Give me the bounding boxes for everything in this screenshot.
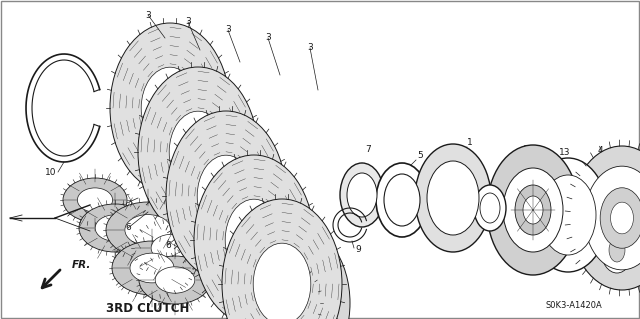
Text: 9: 9 — [355, 245, 361, 254]
Ellipse shape — [600, 188, 640, 248]
Text: 2: 2 — [105, 203, 111, 212]
Ellipse shape — [169, 111, 227, 193]
Ellipse shape — [523, 196, 543, 224]
Ellipse shape — [106, 202, 190, 258]
Ellipse shape — [584, 166, 640, 270]
Ellipse shape — [515, 185, 551, 235]
Ellipse shape — [487, 145, 579, 275]
Ellipse shape — [138, 67, 258, 237]
Text: 11: 11 — [628, 215, 640, 224]
Ellipse shape — [166, 111, 286, 281]
Text: 4: 4 — [597, 146, 603, 155]
Ellipse shape — [503, 168, 563, 252]
Text: 6: 6 — [125, 224, 131, 233]
Ellipse shape — [570, 146, 640, 290]
Ellipse shape — [240, 225, 350, 319]
Text: 3RD CLUTCH: 3RD CLUTCH — [106, 302, 189, 315]
Ellipse shape — [222, 199, 342, 319]
Text: 6: 6 — [285, 280, 291, 290]
Text: 6: 6 — [205, 254, 211, 263]
Ellipse shape — [128, 49, 238, 205]
Ellipse shape — [415, 144, 491, 252]
Ellipse shape — [384, 174, 420, 226]
Ellipse shape — [540, 175, 596, 255]
Ellipse shape — [112, 241, 192, 295]
Ellipse shape — [376, 163, 428, 237]
Ellipse shape — [225, 199, 283, 281]
Text: 10: 10 — [45, 168, 57, 177]
Ellipse shape — [184, 132, 239, 210]
Ellipse shape — [130, 253, 174, 283]
Text: 3: 3 — [185, 18, 191, 26]
Ellipse shape — [253, 243, 311, 319]
Text: 5: 5 — [417, 151, 423, 160]
Ellipse shape — [125, 215, 171, 245]
Text: 7: 7 — [365, 145, 371, 154]
Text: 3: 3 — [145, 11, 151, 19]
Ellipse shape — [156, 88, 211, 166]
Ellipse shape — [194, 155, 314, 319]
Text: S0K3-A1420A: S0K3-A1420A — [546, 301, 602, 310]
Ellipse shape — [427, 161, 479, 235]
Ellipse shape — [77, 188, 113, 212]
Text: 3: 3 — [225, 26, 231, 34]
Ellipse shape — [211, 176, 266, 254]
Ellipse shape — [139, 256, 211, 304]
Ellipse shape — [79, 204, 151, 252]
Ellipse shape — [212, 181, 322, 319]
Text: 3: 3 — [265, 33, 271, 42]
Ellipse shape — [268, 264, 323, 319]
Ellipse shape — [95, 215, 135, 241]
Text: 12: 12 — [496, 171, 508, 180]
Text: 8: 8 — [522, 145, 528, 154]
Ellipse shape — [347, 173, 377, 217]
Ellipse shape — [480, 193, 500, 223]
Ellipse shape — [474, 185, 506, 231]
Ellipse shape — [592, 214, 640, 286]
Ellipse shape — [611, 202, 634, 234]
Text: 13: 13 — [559, 148, 571, 157]
Ellipse shape — [197, 155, 255, 237]
Text: FR.: FR. — [72, 260, 92, 270]
Text: 6: 6 — [245, 268, 251, 277]
Ellipse shape — [340, 163, 384, 227]
Ellipse shape — [63, 178, 127, 222]
Ellipse shape — [110, 23, 230, 193]
Ellipse shape — [528, 158, 608, 272]
Ellipse shape — [601, 227, 633, 273]
Ellipse shape — [184, 137, 294, 293]
Ellipse shape — [134, 223, 210, 273]
Ellipse shape — [151, 234, 193, 262]
Ellipse shape — [155, 267, 195, 293]
Text: 6: 6 — [165, 241, 171, 249]
Ellipse shape — [609, 238, 625, 262]
Text: 1: 1 — [467, 138, 473, 147]
Text: 3: 3 — [307, 43, 313, 53]
Ellipse shape — [141, 67, 199, 149]
Ellipse shape — [239, 220, 294, 298]
Ellipse shape — [156, 93, 266, 249]
